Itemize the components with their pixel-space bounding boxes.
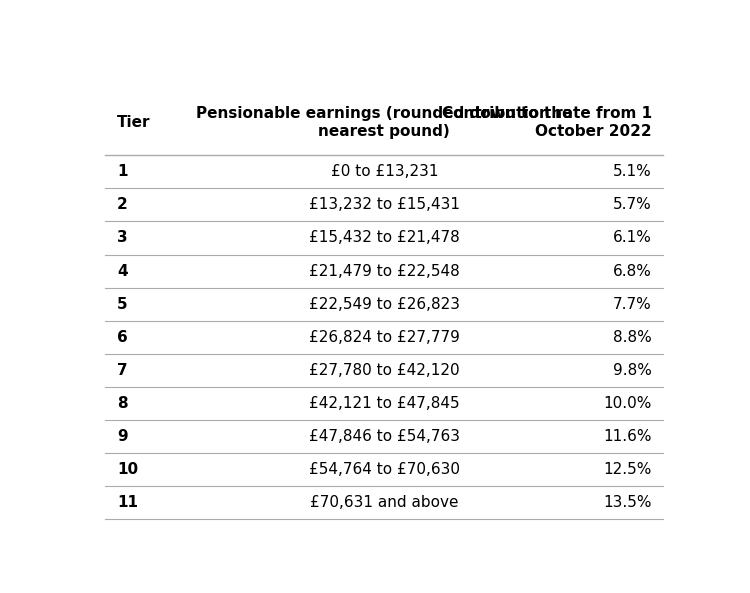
Text: Pensionable earnings (rounded down to the
nearest pound): Pensionable earnings (rounded down to th… [196,106,573,139]
Text: 9.8%: 9.8% [613,362,652,378]
Text: 10.0%: 10.0% [603,396,652,410]
Text: 3: 3 [117,231,128,246]
Text: 1: 1 [117,164,128,180]
Text: 8.8%: 8.8% [613,330,652,345]
Text: 6.8%: 6.8% [613,263,652,279]
Text: 9: 9 [117,429,128,444]
Text: 11: 11 [117,495,138,509]
Text: £21,479 to £22,548: £21,479 to £22,548 [309,263,460,279]
Text: 12.5%: 12.5% [603,461,652,477]
Text: 6.1%: 6.1% [613,231,652,246]
Text: 5: 5 [117,296,128,311]
Text: £26,824 to £27,779: £26,824 to £27,779 [309,330,460,345]
Text: 7: 7 [117,362,128,378]
Text: 11.6%: 11.6% [603,429,652,444]
Text: Tier: Tier [117,115,151,130]
Text: 2: 2 [117,197,128,212]
Text: 7.7%: 7.7% [613,296,652,311]
Text: 6: 6 [117,330,128,345]
Text: 5.1%: 5.1% [613,164,652,180]
Text: £42,121 to £47,845: £42,121 to £47,845 [309,396,460,410]
Text: £22,549 to £26,823: £22,549 to £26,823 [309,296,460,311]
Text: 10: 10 [117,461,138,477]
Text: £47,846 to £54,763: £47,846 to £54,763 [309,429,460,444]
Text: 4: 4 [117,263,128,279]
Text: £0 to £13,231: £0 to £13,231 [331,164,438,180]
Text: £15,432 to £21,478: £15,432 to £21,478 [309,231,460,246]
Text: £27,780 to £42,120: £27,780 to £42,120 [309,362,460,378]
Text: 8: 8 [117,396,128,410]
Text: 5.7%: 5.7% [613,197,652,212]
Text: £13,232 to £15,431: £13,232 to £15,431 [309,197,460,212]
Text: Contribution rate from 1
October 2022: Contribution rate from 1 October 2022 [442,106,652,139]
Text: £54,764 to £70,630: £54,764 to £70,630 [309,461,460,477]
Text: £70,631 and above: £70,631 and above [310,495,458,509]
Text: 13.5%: 13.5% [603,495,652,509]
